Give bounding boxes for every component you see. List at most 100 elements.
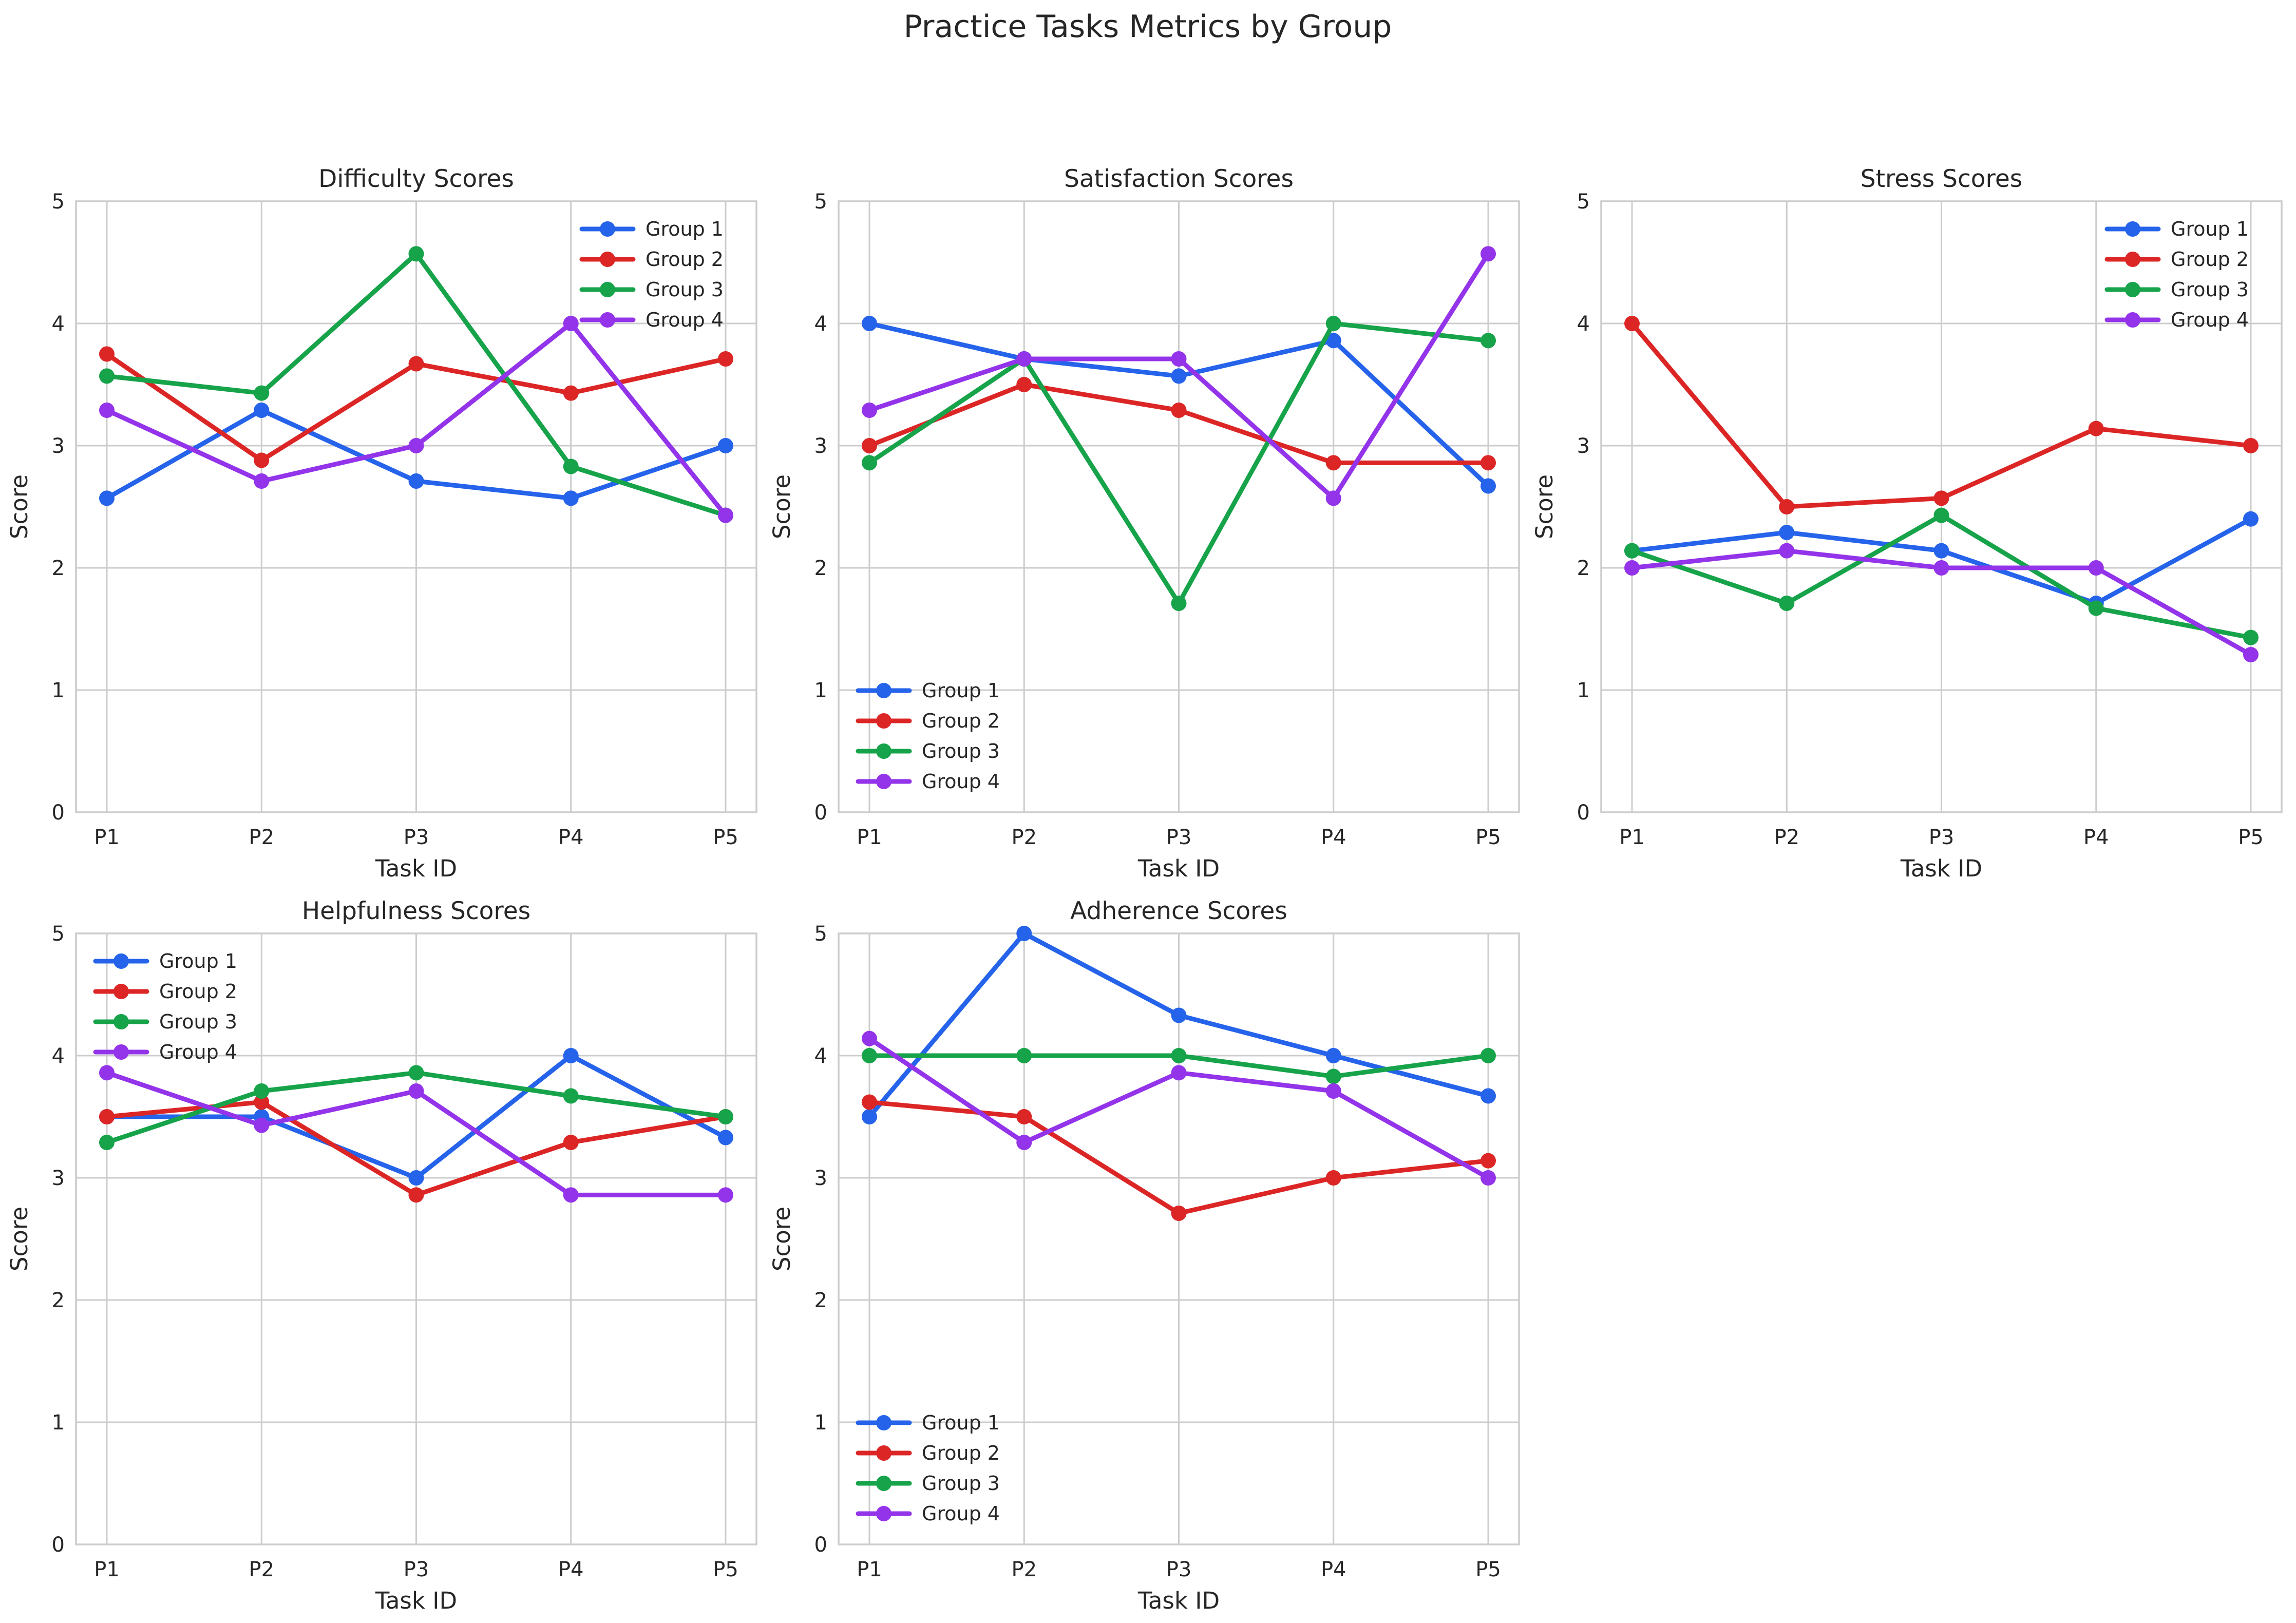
- chart-2-legend: Group 1 Group 2 Group 3 Group 4: [856, 679, 1000, 793]
- chart-1-group-2-legend-label: Group 2: [646, 248, 724, 271]
- chart-2-group-1-point: [1481, 478, 1496, 494]
- chart-2-x-tick-label: P4: [1321, 826, 1346, 849]
- chart-2-group-3-point: [1325, 316, 1341, 331]
- chart-1-group-3-legend-marker: [600, 282, 615, 297]
- chart-2-group-3-legend-label: Group 3: [922, 740, 1000, 762]
- chart-3-panel: 0 1 2 3 4 5 P1 P2 P3 P4 P5 Stress Scores Task ID Scor…: [1531, 165, 2283, 882]
- chart-5-x-tick-label: P4: [1321, 1558, 1346, 1581]
- chart-5-group-3-legend-marker: [876, 1476, 891, 1491]
- chart-3-x-axis-label: Task ID: [1900, 855, 1982, 882]
- chart-5-y-axis-label: Score: [768, 1207, 795, 1271]
- chart-1-x-tick-label: P2: [249, 826, 274, 849]
- chart-3-x-tick-label: P4: [2083, 826, 2109, 849]
- chart-4-group-4-legend-marker: [113, 1044, 129, 1060]
- chart-4-group-1-legend-label: Group 1: [159, 950, 237, 972]
- chart-4-group-2-point: [99, 1109, 115, 1124]
- chart-4-title: Helpfulness Scores: [302, 897, 530, 925]
- chart-5-group-3-point: [862, 1048, 877, 1063]
- chart-3-group-4-legend-label: Group 4: [2171, 309, 2249, 331]
- chart-4-y-tick-label: 1: [52, 1411, 65, 1435]
- chart-5-y-tick-label: 1: [814, 1411, 827, 1435]
- chart-4-group-3-point: [563, 1088, 579, 1104]
- chart-1-group-3-legend-label: Group 3: [646, 278, 724, 301]
- chart-5-y-tick-label: 5: [814, 922, 827, 946]
- chart-4-group-2-point: [408, 1187, 424, 1203]
- chart-4-group-4-point: [408, 1083, 424, 1099]
- chart-2-group-1-point: [862, 316, 877, 331]
- chart-3-group-2-point: [1624, 316, 1640, 331]
- chart-4-group-3-legend-marker: [113, 1014, 129, 1029]
- chart-3-group-1-legend-marker: [2125, 221, 2140, 237]
- chart-2-group-1-point: [1171, 368, 1187, 384]
- chart-5-group-2-legend-marker: [876, 1445, 891, 1461]
- chart-1-group-3-point: [99, 368, 115, 384]
- chart-2-group-4-legend-marker: [876, 774, 891, 789]
- chart-4-group-2-point: [254, 1094, 270, 1110]
- chart-5-group-1-point: [862, 1109, 877, 1124]
- chart-3-group-3-point: [1624, 543, 1640, 559]
- chart-5-y-tick-label: 4: [814, 1044, 827, 1068]
- chart-5-panel: 0 1 2 3 4 5 P1 P2 P3 P4 P5 Adherence Scores Task ID S…: [768, 897, 1520, 1614]
- chart-4-group-4-point: [254, 1117, 270, 1133]
- chart-3-x-tick-label: P5: [2238, 826, 2264, 849]
- chart-2-group-1-legend-marker: [876, 683, 891, 698]
- chart-4-group-2-point: [563, 1134, 579, 1150]
- chart-1-y-tick-label: 5: [52, 190, 65, 214]
- chart-3-y-tick-label: 3: [1577, 434, 1590, 458]
- chart-1-group-2-point: [99, 346, 115, 362]
- chart-5-title: Adherence Scores: [1070, 897, 1287, 925]
- chart-2-group-1-legend-label: Group 1: [922, 679, 1000, 702]
- chart-2-group-2-point: [1016, 377, 1032, 392]
- chart-2-group-4-legend-label: Group 4: [922, 770, 1000, 793]
- chart-1-y-tick-label: 3: [52, 434, 65, 458]
- chart-4-x-tick-label: P5: [713, 1558, 738, 1581]
- chart-4-group-3-point: [408, 1065, 424, 1081]
- chart-2-y-tick-label: 1: [814, 679, 827, 702]
- chart-5-group-4-legend-label: Group 4: [922, 1502, 1000, 1525]
- chart-3-y-tick-label: 2: [1577, 557, 1590, 580]
- chart-1-group-2-point: [254, 452, 270, 468]
- chart-3-group-2-point: [2243, 438, 2259, 453]
- chart-4-group-1-legend-marker: [113, 953, 129, 969]
- chart-2-group-3-point: [1481, 333, 1496, 349]
- chart-1-y-tick-label: 1: [52, 679, 65, 702]
- chart-5-group-2-point: [1171, 1206, 1187, 1221]
- chart-5-x-tick-label: P2: [1011, 1558, 1037, 1581]
- chart-5-group-1-legend-marker: [876, 1415, 891, 1430]
- chart-4-group-2-legend-marker: [113, 984, 129, 999]
- chart-2-y-axis-label: Score: [768, 474, 795, 539]
- chart-5-x-tick-label: P1: [857, 1558, 882, 1581]
- chart-1-y-axis-label: Score: [6, 474, 33, 539]
- chart-5-group-2-point: [862, 1094, 877, 1110]
- figure-title: Practice Tasks Metrics by Group: [904, 9, 1392, 45]
- chart-4-group-1-point: [563, 1048, 579, 1063]
- chart-5-group-3-legend-label: Group 3: [922, 1472, 1000, 1495]
- chart-3-x-tick-label: P3: [1929, 826, 1955, 849]
- chart-1-group-1-point: [718, 438, 733, 453]
- chart-2-plot-frame: [838, 200, 1520, 813]
- chart-4-group-3-point: [718, 1109, 733, 1124]
- chart-2-group-3-point: [862, 455, 877, 471]
- chart-5-x-tick-label: P5: [1475, 1558, 1501, 1581]
- chart-2-x-tick-label: P3: [1166, 826, 1192, 849]
- chart-1-group-2-legend-marker: [600, 252, 615, 267]
- chart-5-group-4-legend-marker: [876, 1506, 891, 1521]
- chart-1-group-4-point: [563, 316, 579, 331]
- chart-4-x-tick-label: P2: [249, 1558, 274, 1581]
- chart-2-group-3-point: [1171, 596, 1187, 612]
- chart-4-group-3-point: [254, 1083, 270, 1099]
- chart-2-y-tick-label: 2: [814, 557, 827, 580]
- chart-1-group-4-point: [254, 473, 270, 489]
- chart-3-title: Stress Scores: [1861, 165, 2023, 193]
- chart-2-x-tick-label: P2: [1011, 826, 1037, 849]
- chart-5-y-tick-label: 3: [814, 1167, 827, 1190]
- chart-4-group-4-legend-label: Group 4: [159, 1041, 237, 1063]
- chart-1-group-2-point: [718, 351, 733, 367]
- chart-1-group-2-point: [408, 356, 424, 372]
- chart-5-group-4-point: [1016, 1134, 1032, 1150]
- chart-1-group-4-legend-marker: [600, 312, 615, 328]
- chart-1-group-4-point: [99, 402, 115, 418]
- chart-4-y-tick-label: 5: [52, 922, 65, 946]
- chart-2-x-tick-label: P5: [1475, 826, 1501, 849]
- chart-4-y-axis-label: Score: [6, 1207, 33, 1271]
